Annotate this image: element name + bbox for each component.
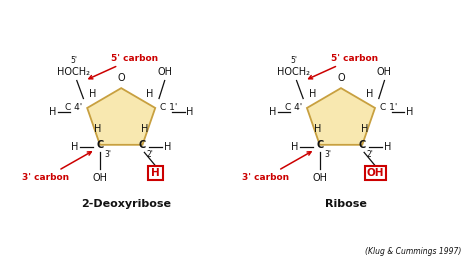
Text: H: H: [94, 124, 101, 134]
Text: H: H: [406, 107, 413, 117]
Text: H: H: [361, 124, 368, 134]
Text: 3': 3': [324, 151, 331, 160]
Text: C 1': C 1': [380, 103, 397, 113]
Text: 3': 3': [104, 151, 111, 160]
Text: OH: OH: [367, 168, 384, 178]
Text: 5' carbon: 5' carbon: [89, 53, 158, 79]
Bar: [148, 166, 163, 180]
Text: O: O: [118, 73, 125, 83]
Text: H: H: [314, 124, 321, 134]
Text: H: H: [164, 142, 171, 152]
Text: H: H: [365, 89, 373, 98]
Polygon shape: [307, 88, 375, 145]
Text: H: H: [269, 107, 276, 117]
Text: C 4': C 4': [65, 103, 82, 113]
Text: (Klug & Cummings 1997): (Klug & Cummings 1997): [365, 247, 462, 256]
Text: H: H: [141, 124, 148, 134]
Text: HOCH₂: HOCH₂: [277, 67, 310, 77]
Text: C: C: [316, 140, 323, 150]
Text: H: H: [71, 142, 79, 152]
Text: H: H: [89, 89, 97, 98]
Text: 2-Deoxyribose: 2-Deoxyribose: [81, 199, 171, 209]
Text: 3' carbon: 3' carbon: [22, 152, 91, 182]
Text: H: H: [383, 142, 391, 152]
Bar: [365, 166, 386, 180]
Text: C 4': C 4': [285, 103, 302, 113]
Text: OH: OH: [157, 67, 172, 77]
Text: 2': 2': [147, 151, 154, 160]
Text: H: H: [309, 89, 316, 98]
Text: HOCH₂: HOCH₂: [57, 67, 91, 77]
Text: 5': 5': [290, 56, 297, 65]
Text: H: H: [186, 107, 193, 117]
Text: OH: OH: [92, 173, 108, 183]
Text: H: H: [151, 168, 160, 178]
Text: H: H: [49, 107, 56, 117]
Text: O: O: [337, 73, 345, 83]
Text: OH: OH: [312, 173, 327, 183]
Text: 2': 2': [366, 151, 374, 160]
Text: 3' carbon: 3' carbon: [242, 152, 311, 182]
Text: 5': 5': [71, 56, 77, 65]
Text: Ribose: Ribose: [325, 199, 366, 209]
Text: 5' carbon: 5' carbon: [309, 53, 378, 79]
Text: C: C: [96, 140, 103, 150]
Text: OH: OH: [377, 67, 392, 77]
Polygon shape: [87, 88, 155, 145]
Text: C: C: [139, 140, 146, 150]
Text: H: H: [291, 142, 299, 152]
Text: H: H: [146, 89, 153, 98]
Text: C 1': C 1': [160, 103, 177, 113]
Text: C: C: [359, 140, 366, 150]
